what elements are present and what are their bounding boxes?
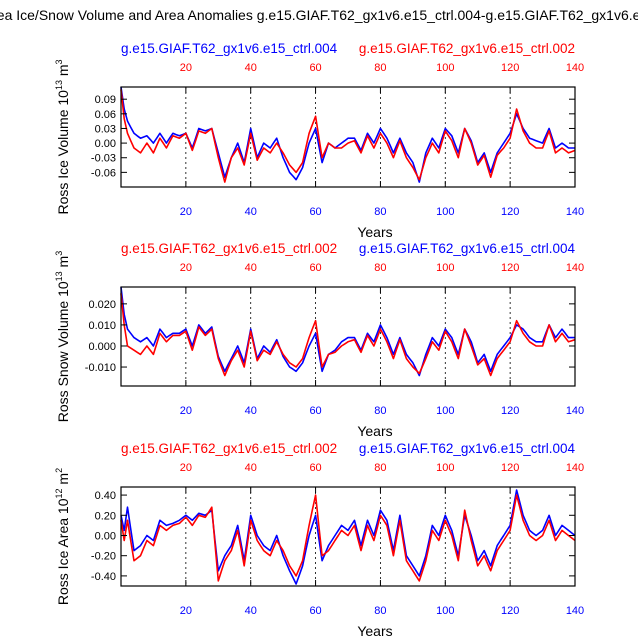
x-tick-label-bottom: 100 xyxy=(436,206,454,218)
series-line-case-004 xyxy=(120,489,576,585)
y-axis-title: Ross Ice Volume 1013 m3 xyxy=(54,59,71,214)
y-tick-label: 0.03 xyxy=(95,123,116,135)
top-right-case-label: g.e15.GIAF.T62_gx1v6.e15_ctrl.004 xyxy=(359,241,576,256)
x-tick-label-bottom: 120 xyxy=(501,405,519,417)
x-tick-label-top: 100 xyxy=(436,62,454,74)
x-tick-label-bottom: 20 xyxy=(180,605,192,617)
y-tick-label: 0.09 xyxy=(95,94,116,106)
y-tick-label: -0.06 xyxy=(91,167,116,179)
x-tick-label-bottom: 60 xyxy=(309,206,321,218)
x-tick-label-top: 100 xyxy=(436,262,454,274)
chart-panel-1: 0.09 0.06 0.03 0.00 -0.03 -0.06 20 20 40 40 60 60 80… xyxy=(54,41,584,240)
series-line-case-004 xyxy=(120,86,575,183)
x-tick-label-bottom: 40 xyxy=(245,206,257,218)
x-tick-label-top: 20 xyxy=(180,462,192,474)
y-tick-label: 0.00 xyxy=(95,138,116,150)
top-left-case-label: g.e15.GIAF.T62_gx1v6.e15_ctrl.004 xyxy=(121,41,338,56)
x-tick-label-bottom: 120 xyxy=(501,605,519,617)
x-axis-title: Years xyxy=(357,423,392,439)
series-line-case-002 xyxy=(120,89,576,183)
x-tick-label-bottom: 40 xyxy=(245,605,257,617)
x-tick-label-bottom: 60 xyxy=(309,405,321,417)
series-line-case-002 xyxy=(120,293,576,377)
x-tick-label-top: 80 xyxy=(374,462,386,474)
x-axis-title: Years xyxy=(357,224,392,240)
y-tick-label: -0.20 xyxy=(91,551,116,563)
y-tick-label: -0.40 xyxy=(91,571,116,583)
chart-panel-3: 0.40 0.20 0.00 -0.20 -0.40 20 20 40 40 60 60 80 80 10… xyxy=(54,441,584,638)
x-tick-label-bottom: 80 xyxy=(374,605,386,617)
y-axis-title: Ross Ice Area 1012 m2 xyxy=(54,468,71,605)
chart-panel-2: 0.020 0.010 0.000 -0.010 20 20 40 40 60 60 80 80 100… xyxy=(54,241,584,439)
x-tick-label-top: 20 xyxy=(180,62,192,74)
x-tick-label-top: 120 xyxy=(501,262,519,274)
x-tick-label-top: 80 xyxy=(374,262,386,274)
x-tick-label-bottom: 20 xyxy=(180,405,192,417)
x-tick-label-bottom: 80 xyxy=(374,405,386,417)
y-axis-title: Ross Snow Volume 1013 m3 xyxy=(54,251,71,422)
series-line-case-002 xyxy=(120,494,576,582)
top-right-case-label: g.e15.GIAF.T62_gx1v6.e15_ctrl.002 xyxy=(359,41,575,56)
y-tick-label: -0.010 xyxy=(85,362,116,374)
top-left-case-label: g.e15.GIAF.T62_gx1v6.e15_ctrl.002 xyxy=(121,241,337,256)
x-tick-label-bottom: 140 xyxy=(566,405,584,417)
x-tick-label-bottom: 80 xyxy=(374,206,386,218)
plot-frame xyxy=(120,286,576,387)
x-tick-label-top: 120 xyxy=(501,462,519,474)
y-tick-label: 0.020 xyxy=(88,299,116,311)
y-tick-label: 0.010 xyxy=(88,320,116,332)
figure-title: SH Ross Sea Ice/Snow Volume and Area Ano… xyxy=(0,7,638,23)
y-tick-label: 0.20 xyxy=(95,510,116,522)
x-tick-label-bottom: 120 xyxy=(501,206,519,218)
y-tick-label: 0.00 xyxy=(95,530,116,542)
y-tick-label: 0.40 xyxy=(95,490,116,502)
plot-frame xyxy=(120,486,576,587)
x-tick-label-bottom: 140 xyxy=(566,605,584,617)
x-tick-label-top: 140 xyxy=(566,462,584,474)
x-tick-label-top: 60 xyxy=(309,62,321,74)
x-axis-title: Years xyxy=(357,623,392,638)
x-tick-label-bottom: 100 xyxy=(436,605,454,617)
x-tick-label-top: 80 xyxy=(374,62,386,74)
x-tick-label-top: 100 xyxy=(436,462,454,474)
top-right-case-label: g.e15.GIAF.T62_gx1v6.e15_ctrl.004 xyxy=(359,441,576,456)
x-tick-label-bottom: 40 xyxy=(245,405,257,417)
x-tick-label-bottom: 140 xyxy=(566,206,584,218)
x-tick-label-top: 20 xyxy=(180,262,192,274)
x-tick-label-top: 40 xyxy=(245,262,257,274)
x-tick-label-top: 140 xyxy=(566,262,584,274)
series-line-case-004 xyxy=(120,286,575,377)
x-tick-label-bottom: 100 xyxy=(436,405,454,417)
y-tick-label: 0.000 xyxy=(88,341,116,353)
plot-frame xyxy=(120,86,576,188)
y-tick-label: 0.06 xyxy=(95,109,116,121)
x-tick-label-bottom: 60 xyxy=(309,605,321,617)
x-tick-label-top: 140 xyxy=(566,62,584,74)
x-tick-label-top: 40 xyxy=(245,462,257,474)
x-tick-label-top: 60 xyxy=(309,462,321,474)
x-tick-label-top: 120 xyxy=(501,62,519,74)
top-left-case-label: g.e15.GIAF.T62_gx1v6.e15_ctrl.002 xyxy=(121,441,337,456)
x-tick-label-bottom: 20 xyxy=(180,206,192,218)
x-tick-label-top: 40 xyxy=(245,62,257,74)
y-tick-label: -0.03 xyxy=(91,153,116,165)
x-tick-label-top: 60 xyxy=(309,262,321,274)
